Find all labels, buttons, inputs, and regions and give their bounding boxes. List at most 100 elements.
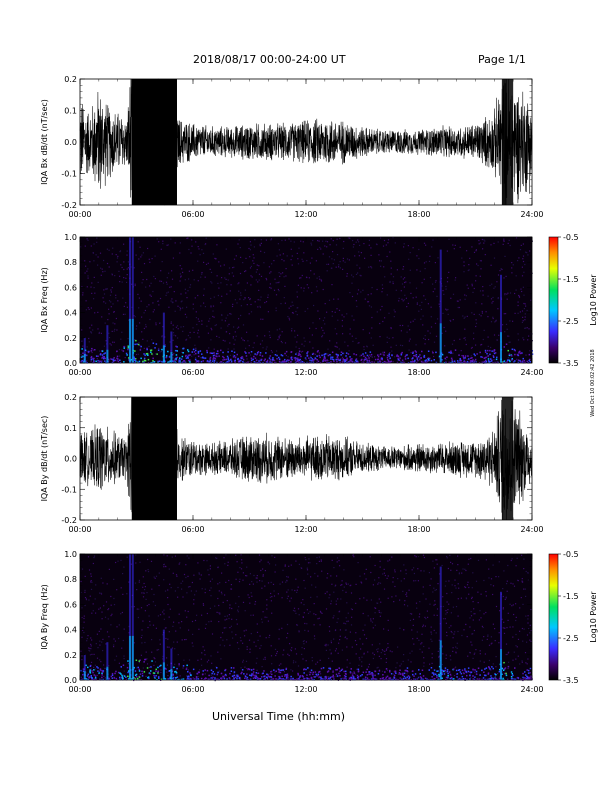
spectrogram-cell <box>312 322 314 324</box>
spectrogram-cell <box>92 349 94 351</box>
spectrogram-cell <box>232 354 234 356</box>
spectrogram-cell <box>126 354 128 356</box>
spectrogram-cell <box>309 341 311 343</box>
spectrogram-cell <box>326 241 329 243</box>
spectrogram-cell <box>152 601 154 603</box>
spectrogram-cell <box>470 360 472 362</box>
spectrogram-cell <box>280 669 282 672</box>
spectrogram-cell <box>147 676 149 679</box>
spectrogram-cell <box>271 612 273 614</box>
spectrogram-cell <box>505 672 507 675</box>
spectrogram-cell <box>227 351 229 353</box>
x-tick-label: 12:00 <box>294 525 317 534</box>
spectrogram-cell <box>217 566 219 569</box>
spectrogram-cell <box>159 614 162 616</box>
spectrogram-cell <box>240 294 242 296</box>
spectrogram-cell <box>82 294 84 296</box>
spectrogram-cell <box>246 282 248 284</box>
spectrogram-cell <box>306 623 308 625</box>
spectrogram-cell <box>313 613 315 615</box>
spectrogram-cell <box>252 677 255 679</box>
spectrogram-cell <box>389 669 391 672</box>
spectrogram-cell <box>381 358 383 361</box>
spectrogram-cell <box>284 675 286 677</box>
spectrogram-cell <box>282 678 284 680</box>
spectrogram-cell <box>186 306 188 308</box>
spectrogram-cell <box>116 329 118 331</box>
spectrogram-cell <box>153 275 155 278</box>
spectrogram-cell <box>222 339 224 341</box>
spectrogram-cell <box>386 341 388 343</box>
spectrogram-cell <box>382 320 384 323</box>
spectrogram-cell <box>114 328 116 330</box>
spectrogram-cell <box>139 348 142 350</box>
spectrogram-cell <box>162 243 164 245</box>
spectrogram-cell <box>324 644 326 646</box>
spectrogram-cell <box>438 357 440 359</box>
spectrogram-cell <box>138 341 140 344</box>
spectrogram-cell <box>256 575 258 577</box>
spectrogram-cell <box>288 654 290 657</box>
spectrogram-cell <box>328 667 330 670</box>
spectrogram-cell <box>309 359 311 362</box>
spectrogram-cell <box>325 643 327 645</box>
spectrogram-cell <box>164 678 167 680</box>
spectrogram-cell <box>88 676 91 678</box>
spectrogram-cell <box>175 300 177 302</box>
spectrogram-cell <box>260 559 262 561</box>
spectrogram-cell <box>157 361 159 364</box>
spectrogram-cell <box>452 647 454 649</box>
spectrogram-cell <box>352 672 354 674</box>
spectrogram-cell <box>229 627 231 629</box>
spectrogram-cell <box>250 311 253 313</box>
spectrogram-cell <box>269 673 271 675</box>
spectrogram-cell <box>311 584 313 586</box>
panel-3 <box>79 396 533 521</box>
spectrogram-cell <box>167 675 169 677</box>
spectrogram-cell <box>430 578 432 580</box>
spectrogram-cell <box>524 319 526 321</box>
spectrogram-cell <box>420 677 423 679</box>
spectrogram-cell <box>188 629 190 631</box>
spectrogram-cell <box>442 605 444 608</box>
spectrogram-cell <box>199 254 201 256</box>
spectrogram-cell <box>400 663 402 665</box>
spectrogram-cell <box>93 653 95 655</box>
spectrogram-cell <box>213 296 215 298</box>
spectrogram-cell <box>106 583 108 585</box>
spectrogram-cell <box>230 670 233 672</box>
spectrogram-cell <box>288 319 291 321</box>
spectrogram-cell <box>350 676 353 679</box>
spectrogram-cell <box>217 294 219 297</box>
spectrogram-cell <box>138 662 140 664</box>
spectrogram-cell <box>220 636 222 639</box>
spectrogram-cell <box>416 255 418 257</box>
spectrogram-cell <box>326 359 328 361</box>
spectrogram-cell <box>392 237 394 239</box>
spectrogram-cell <box>175 359 177 361</box>
spectrogram-cell <box>303 643 305 645</box>
spectrogram-cell <box>151 258 153 260</box>
spectrogram-cell <box>446 356 448 358</box>
spectrogram-cell <box>239 298 241 300</box>
y-tick-label: 0.1 <box>64 107 77 116</box>
spectrogram-cell <box>248 361 250 363</box>
spectrogram-cell <box>123 628 125 630</box>
spectrogram-cell <box>245 270 247 272</box>
spectrogram-cell <box>438 655 440 657</box>
spectrogram-cell <box>324 323 326 325</box>
spectrogram-cell <box>487 295 489 297</box>
spectrogram-cell <box>435 632 437 634</box>
spectrogram-cell <box>445 671 447 673</box>
spectrogram-cell <box>112 360 115 363</box>
spectrogram-cell <box>529 624 531 626</box>
spectrogram-cell <box>172 357 174 359</box>
spectrogram-cell <box>277 339 279 341</box>
spectrogram-cell <box>114 640 116 642</box>
spectrogram-cell <box>107 609 109 611</box>
y-axis-label: IQA Bx dB/dt (nT/sec) <box>40 99 49 185</box>
spectrogram-cell <box>305 641 307 643</box>
spectrogram-cell <box>148 677 150 680</box>
spectrogram-cell <box>162 240 164 242</box>
spectrogram-cell <box>240 667 242 669</box>
